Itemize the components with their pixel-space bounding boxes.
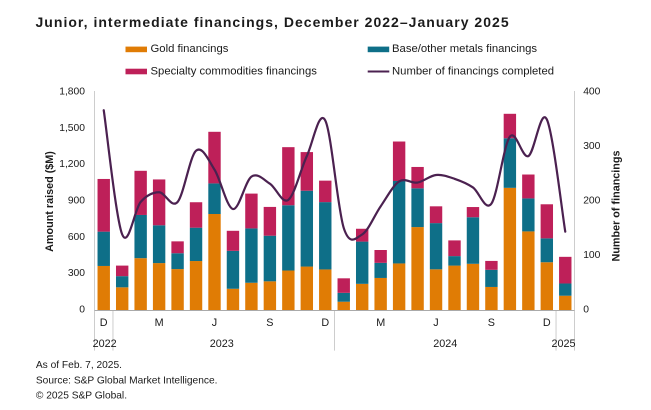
svg-text:S: S <box>488 317 495 329</box>
svg-text:M: M <box>155 317 164 329</box>
svg-text:D: D <box>321 317 329 329</box>
svg-text:Junior, intermediate financing: Junior, intermediate financings, Decembe… <box>36 14 510 30</box>
svg-text:© 2025 S&P Global.: © 2025 S&P Global. <box>36 391 127 402</box>
svg-text:900: 900 <box>68 196 85 207</box>
svg-text:1,200: 1,200 <box>59 159 85 170</box>
svg-text:D: D <box>100 317 108 329</box>
svg-text:600: 600 <box>68 232 85 243</box>
svg-text:2024: 2024 <box>433 338 457 350</box>
svg-text:400: 400 <box>583 87 600 98</box>
svg-text:Gold financings: Gold financings <box>151 43 229 55</box>
svg-text:J: J <box>212 317 217 329</box>
svg-text:S: S <box>266 317 273 329</box>
svg-text:100: 100 <box>583 250 600 261</box>
svg-text:2023: 2023 <box>210 338 234 350</box>
svg-text:Base/other metals financings: Base/other metals financings <box>392 43 537 55</box>
svg-text:300: 300 <box>583 141 600 152</box>
svg-text:1,500: 1,500 <box>59 123 85 134</box>
svg-text:Amount raised ($M): Amount raised ($M) <box>44 151 56 252</box>
svg-text:Number of financings completed: Number of financings completed <box>392 65 554 77</box>
svg-text:M: M <box>376 317 385 329</box>
svg-text:Specialty commodities financin: Specialty commodities financings <box>151 65 318 77</box>
svg-text:300: 300 <box>68 268 85 279</box>
svg-text:D: D <box>543 317 551 329</box>
svg-text:0: 0 <box>79 305 85 316</box>
svg-text:As of Feb. 7, 2025.: As of Feb. 7, 2025. <box>36 360 122 371</box>
svg-text:J: J <box>433 317 438 329</box>
svg-text:0: 0 <box>583 305 589 316</box>
svg-text:200: 200 <box>583 196 600 207</box>
svg-text:1,800: 1,800 <box>59 87 85 98</box>
svg-text:Number of financings: Number of financings <box>611 151 623 262</box>
svg-text:2022: 2022 <box>93 338 117 350</box>
svg-text:2025: 2025 <box>551 338 575 350</box>
svg-text:Source: S&P Global Market Inte: Source: S&P Global Market Intelligence. <box>36 376 218 387</box>
